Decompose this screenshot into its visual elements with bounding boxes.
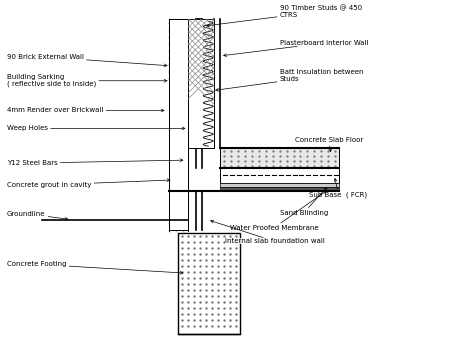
Polygon shape [220,148,339,168]
Text: Concrete grout in cavity: Concrete grout in cavity [7,179,170,188]
Text: Internal slab foundation wall: Internal slab foundation wall [210,220,325,245]
Text: Concrete Slab Floor: Concrete Slab Floor [294,137,363,152]
Polygon shape [220,187,339,191]
Text: Weep Holes: Weep Holes [7,125,185,131]
Text: Batt Insulation between
Studs: Batt Insulation between Studs [216,69,363,91]
Text: Building Sarking
( reflective side to inside): Building Sarking ( reflective side to in… [7,74,167,87]
Text: Y12 Steel Bars: Y12 Steel Bars [7,159,183,166]
Text: Water Proofed Membrane: Water Proofed Membrane [230,191,326,230]
Polygon shape [169,19,188,229]
Text: Concrete Footing: Concrete Footing [7,261,183,274]
Text: Sand Blinding: Sand Blinding [280,188,328,216]
Text: 90 Timber Studs @ 450
CTRS: 90 Timber Studs @ 450 CTRS [207,4,362,27]
Text: Plasterboard interior Wall: Plasterboard interior Wall [224,40,368,57]
Text: 4mm Render over Brickwall: 4mm Render over Brickwall [7,107,164,114]
Polygon shape [179,233,240,334]
Polygon shape [220,168,339,183]
Text: Sub Base  ( FCR): Sub Base ( FCR) [310,178,367,198]
Polygon shape [188,19,214,148]
Polygon shape [220,183,339,187]
Text: 90 Brick External Wall: 90 Brick External Wall [7,54,167,67]
Text: Groundline: Groundline [7,211,68,220]
